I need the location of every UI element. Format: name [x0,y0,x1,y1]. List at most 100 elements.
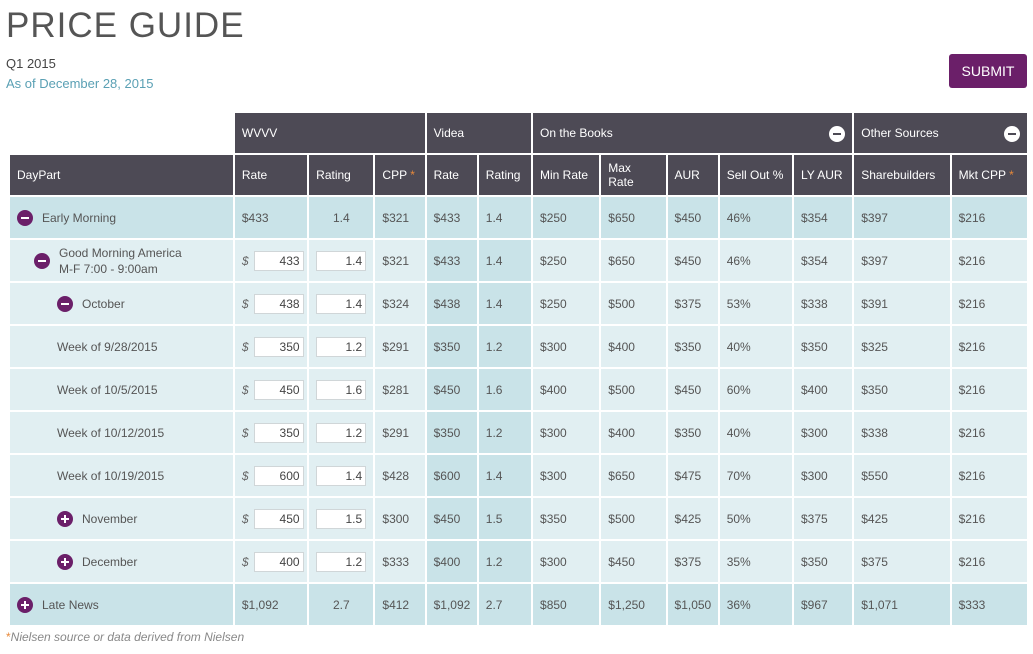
ly-aur-value: $967 [793,584,853,625]
col-mkt-cpp: Mkt CPP * [951,155,1027,195]
max-rate-value: $650 [601,197,666,238]
rate-input[interactable] [253,422,304,443]
rating-input[interactable] [316,422,367,443]
footnote-text: Nielsen source or data derived from Niel… [10,630,245,644]
rating-cell [309,541,374,582]
expand-toggle-icon[interactable] [57,510,73,527]
sharebuilders-value: $425 [854,498,950,539]
rate-input[interactable] [253,379,304,400]
daypart-cell: Week of 10/5/2015 [10,369,233,410]
col-sharebuilders: Sharebuilders [854,155,950,195]
col-cpp-label: CPP [382,168,407,182]
footnote-star: * [6,630,11,644]
rate-input[interactable] [253,465,304,486]
rating-input[interactable] [316,250,367,271]
submit-button[interactable]: SUBMIT [949,54,1027,88]
col-videa-rating: Rating [478,155,532,195]
sharebuilders-value: $550 [854,455,950,496]
daypart-cell: October [10,283,233,324]
rate-input[interactable] [253,293,304,314]
rating-input[interactable] [316,508,367,529]
group-wvvv: WVVV [234,113,425,153]
mkt-cpp-value: $216 [951,541,1027,582]
rate-value: $433 [234,197,308,238]
expand-toggle-icon[interactable] [17,596,33,613]
videa-rating-value: 1.6 [478,369,532,410]
rate-cell: $ [234,412,308,453]
sharebuilders-value: $1,071 [854,584,950,625]
rate-cell: $ [234,455,308,496]
videa-rating-value: 1.2 [478,541,532,582]
aur-value: $450 [667,369,718,410]
cpp-value: $300 [375,498,425,539]
daypart-label: October [82,296,125,311]
daypart-label: November [82,511,138,526]
daypart-label: Week of 10/19/2015 [57,468,165,483]
daypart-label: Good Morning America [59,245,182,260]
collapse-books-icon[interactable] [829,126,846,142]
ly-aur-value: $375 [793,498,853,539]
max-rate-value: $1,250 [601,584,666,625]
rating-cell [309,369,374,410]
daypart-label: Week of 10/5/2015 [57,382,158,397]
max-rate-value: $500 [601,283,666,324]
max-rate-value: $650 [601,455,666,496]
sharebuilders-value: $338 [854,412,950,453]
col-min-rate: Min Rate [533,155,600,195]
max-rate-value: $400 [601,326,666,367]
mkt-cpp-value: $216 [951,498,1027,539]
mkt-cpp-value: $216 [951,412,1027,453]
rating-input[interactable] [316,465,367,486]
col-aur: AUR [667,155,718,195]
rate-input[interactable] [253,250,304,271]
rating-input[interactable] [316,336,367,357]
rate-cell: $ [234,541,308,582]
aur-value: $450 [667,197,718,238]
table-row: Week of 10/12/2015 $ $291 $350 1.2 $300 … [10,412,1027,453]
group-other-sources: Other Sources [854,113,1027,153]
videa-rating-value: 1.4 [478,197,532,238]
max-rate-value: $450 [601,541,666,582]
ly-aur-value: $338 [793,283,853,324]
daypart-label: Early Morning [42,210,117,225]
videa-rate-value: $433 [426,197,477,238]
rate-input[interactable] [253,551,304,572]
group-videa: Videa [426,113,532,153]
col-videa-rate: Rate [426,155,477,195]
rating-value: 2.7 [309,584,374,625]
daypart-cell: Good Morning America M-F 7:00 - 9:00am [10,240,233,281]
collapse-toggle-icon[interactable] [34,252,50,269]
cpp-value: $321 [375,197,425,238]
min-rate-value: $300 [533,455,600,496]
collapse-toggle-icon[interactable] [17,209,33,226]
ly-aur-value: $300 [793,455,853,496]
sell-out-value: 70% [719,455,792,496]
rating-input[interactable] [316,379,367,400]
collapse-other-icon[interactable] [1004,126,1020,142]
rate-cell: $ [234,240,308,281]
daypart-cell: November [10,498,233,539]
videa-rating-value: 1.4 [478,283,532,324]
min-rate-value: $250 [533,197,600,238]
videa-rate-value: $400 [426,541,477,582]
dollar-sign: $ [241,253,249,268]
max-rate-value: $500 [601,369,666,410]
expand-toggle-icon[interactable] [57,553,73,570]
videa-rate-value: $350 [426,326,477,367]
videa-rating-value: 1.4 [478,455,532,496]
group-wvvv-label: WVVV [241,126,278,140]
column-header-row: DayPart Rate Rating CPP * Rate Rating Mi… [10,155,1027,195]
collapse-toggle-icon[interactable] [57,295,73,312]
min-rate-value: $350 [533,498,600,539]
daypart-cell: Week of 10/19/2015 [10,455,233,496]
rate-input[interactable] [253,508,304,529]
daypart-cell: Late News [10,584,233,625]
rating-input[interactable] [316,551,367,572]
rating-cell [309,498,374,539]
rate-input[interactable] [253,336,304,357]
mkt-cpp-value: $216 [951,283,1027,324]
nielsen-star: * [410,168,415,182]
rating-input[interactable] [316,293,367,314]
daypart-label: Late News [42,597,99,612]
rating-cell [309,283,374,324]
